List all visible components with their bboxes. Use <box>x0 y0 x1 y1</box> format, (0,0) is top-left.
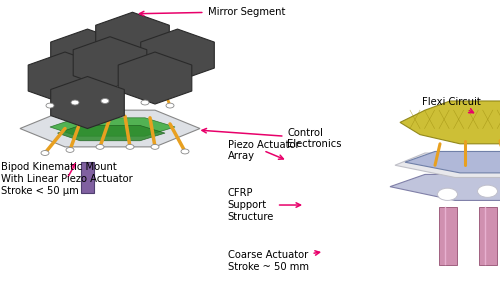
Polygon shape <box>96 12 170 64</box>
Text: Mirror Segment: Mirror Segment <box>140 7 285 17</box>
Circle shape <box>438 188 458 200</box>
Circle shape <box>141 100 149 105</box>
Polygon shape <box>118 52 192 104</box>
Bar <box>478 207 496 265</box>
Polygon shape <box>50 76 124 129</box>
Circle shape <box>41 151 49 155</box>
Circle shape <box>101 99 109 103</box>
Circle shape <box>46 103 54 108</box>
Bar <box>438 207 456 265</box>
Text: Piezo Actuator
Array: Piezo Actuator Array <box>228 140 299 161</box>
Polygon shape <box>20 110 200 147</box>
Circle shape <box>66 147 74 152</box>
Polygon shape <box>73 37 147 89</box>
Text: Flexi Circuit: Flexi Circuit <box>422 97 481 113</box>
Text: Control
Electronics: Control Electronics <box>202 128 342 149</box>
Polygon shape <box>50 29 124 81</box>
Polygon shape <box>50 118 175 136</box>
Text: Coarse Actuator
Stroke ~ 50 mm: Coarse Actuator Stroke ~ 50 mm <box>228 250 320 271</box>
Circle shape <box>478 185 498 197</box>
Polygon shape <box>58 125 165 141</box>
Circle shape <box>96 144 104 149</box>
Circle shape <box>181 149 189 154</box>
Text: Bipod Kinematic Mount
With Linear Piezo Actuator
Stroke < 50 μm: Bipod Kinematic Mount With Linear Piezo … <box>1 162 133 196</box>
Text: CFRP
Support
Structure: CFRP Support Structure <box>228 188 300 222</box>
Polygon shape <box>405 151 500 173</box>
Circle shape <box>151 144 159 149</box>
Bar <box>81 162 94 193</box>
Polygon shape <box>28 52 102 104</box>
Polygon shape <box>395 153 500 177</box>
Polygon shape <box>390 174 500 200</box>
Circle shape <box>166 103 174 108</box>
Polygon shape <box>140 29 214 81</box>
Circle shape <box>71 100 79 105</box>
Circle shape <box>126 144 134 149</box>
Polygon shape <box>400 101 500 144</box>
